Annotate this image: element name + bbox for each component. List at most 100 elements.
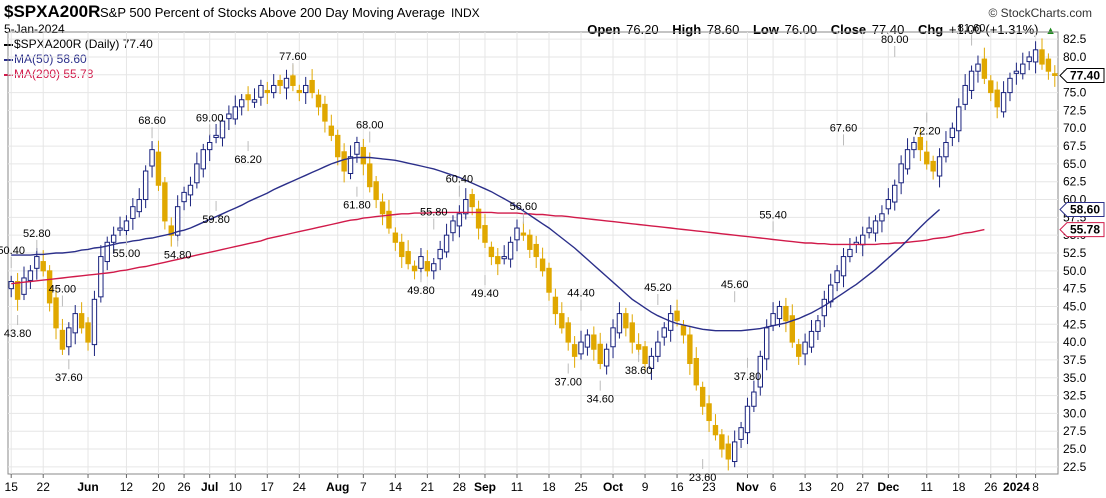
candle-body (232, 106, 238, 120)
ma200-tag-box (1059, 222, 1105, 238)
candle-body (719, 434, 725, 450)
x-tick-label: 18 (542, 480, 556, 494)
candle-body (142, 170, 149, 201)
x-tick-label: 28 (453, 480, 467, 494)
y-tick-label: 62.5 (1063, 175, 1087, 189)
candle-body (687, 334, 693, 364)
y-tick-label: 47.5 (1063, 282, 1087, 296)
candle-body (866, 227, 872, 234)
candle-body (347, 156, 354, 175)
candle-body (892, 184, 898, 203)
price-annotation: 52.80 (23, 228, 51, 240)
candle-body (821, 298, 828, 317)
x-tick-label: 20 (152, 480, 166, 494)
price-annotation: 60.40 (446, 174, 474, 186)
ma50-line (11, 156, 941, 332)
candle-body (936, 156, 943, 177)
candle-body (341, 151, 347, 172)
candle-body (290, 75, 296, 86)
candle-body (1026, 56, 1032, 63)
y-tick-label: 65.0 (1063, 157, 1087, 171)
price-annotation: 45.00 (49, 283, 77, 295)
candle-body (200, 149, 206, 170)
candle-body (213, 134, 219, 139)
candle-body (66, 327, 72, 348)
candle-body (405, 251, 411, 265)
candle-body (1039, 49, 1045, 65)
candle-body (463, 199, 469, 215)
price-annotation: 37.80 (734, 371, 762, 383)
candle-body (450, 220, 456, 234)
price-annotation: 67.60 (830, 122, 858, 134)
candle-body (482, 225, 488, 243)
candle-body (367, 163, 373, 188)
candle-body (731, 441, 738, 463)
price-annotation: 43.80 (4, 328, 32, 340)
chg-label: Chg (917, 22, 944, 37)
y-tick-label: 40.0 (1063, 335, 1087, 349)
x-tick-label: 20 (830, 480, 844, 494)
candle-body (1052, 73, 1058, 76)
x-tick-label: Jun (77, 480, 98, 494)
candle-body (860, 234, 866, 246)
candle-body (1032, 49, 1039, 63)
candle-body (85, 322, 91, 343)
candle-body (309, 79, 315, 94)
candle-body (488, 246, 495, 258)
candle-body (8, 281, 14, 290)
candle-body (219, 120, 226, 139)
y-tick-label: 67.5 (1063, 139, 1087, 153)
candle-body (834, 270, 840, 284)
candle-body (226, 113, 232, 120)
candle-body (706, 403, 712, 422)
y-tick-label: 30.0 (1063, 406, 1087, 420)
candle-body (418, 256, 424, 269)
candle-body (392, 232, 399, 243)
price-annotation: 49.80 (407, 285, 435, 297)
candle-body (98, 256, 104, 298)
x-tick-label: Aug (326, 480, 349, 494)
candle-body (610, 327, 616, 348)
candle-body (629, 322, 635, 343)
candle-body (802, 341, 808, 355)
ma200-tag-text: 55.78 (1070, 223, 1100, 237)
candle-body (53, 297, 59, 329)
x-tick-label: 24 (293, 480, 307, 494)
candle-body (968, 70, 975, 91)
candle-body (661, 327, 667, 338)
x-tick-label: Jul (201, 480, 218, 494)
y-tick-label: 25.0 (1063, 442, 1087, 456)
x-tick-label: 8 (1032, 480, 1039, 494)
chg-up-arrow-icon: ▲ (1045, 25, 1056, 37)
candle-body (110, 234, 117, 243)
y-tick-label: 50.0 (1063, 264, 1087, 278)
candle-body (271, 84, 277, 94)
x-tick-label: 25 (574, 480, 588, 494)
candle-body (623, 313, 629, 329)
candle-body (411, 265, 418, 272)
candle-body (904, 149, 911, 170)
candle-body (431, 263, 437, 272)
price-annotation: 68.00 (356, 120, 384, 132)
x-tick-label: 14 (389, 480, 403, 494)
copyright[interactable]: © StockCharts.com (988, 6, 1092, 20)
candle-body (149, 149, 155, 167)
candle-body (559, 313, 565, 329)
x-tick-label: 11 (511, 480, 524, 494)
price-annotation: 61.80 (343, 200, 371, 212)
candle-body (117, 227, 123, 231)
candle-body (763, 327, 770, 360)
candle-body (373, 181, 379, 201)
candle-body (994, 89, 1000, 108)
candle-body (443, 234, 450, 253)
candle-body (770, 313, 776, 326)
candle-body (123, 220, 130, 232)
candle-body (943, 142, 949, 158)
x-tick-label: 6 (770, 480, 777, 494)
y-tick-label: 72.5 (1063, 103, 1087, 117)
open-value: 76.20 (626, 22, 659, 37)
candle-body (40, 261, 46, 272)
y-tick-label: 82.5 (1063, 32, 1087, 46)
